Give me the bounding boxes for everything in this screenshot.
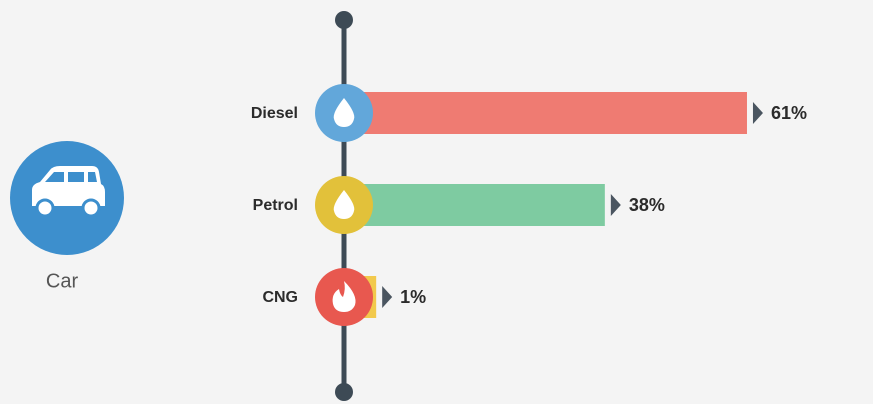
- fuel-glyph: [332, 281, 356, 312]
- timeline-dot: [335, 11, 353, 29]
- fuel-glyph: [333, 190, 355, 219]
- category-label: Diesel: [251, 105, 298, 122]
- bar: [344, 184, 605, 226]
- category-label: Petrol: [253, 197, 298, 214]
- car-icon: [10, 141, 124, 255]
- pointer: [752, 102, 763, 124]
- value-label: 61%: [771, 103, 807, 123]
- pointer: [610, 194, 621, 216]
- category-label: CNG: [262, 289, 298, 306]
- value-label: 38%: [629, 195, 665, 215]
- bar: [344, 92, 747, 134]
- value-label: 1%: [400, 287, 426, 307]
- timeline-dot: [335, 383, 353, 401]
- pointer: [382, 286, 393, 308]
- fuel-glyph: [333, 98, 355, 127]
- subject-label: Car: [46, 270, 79, 292]
